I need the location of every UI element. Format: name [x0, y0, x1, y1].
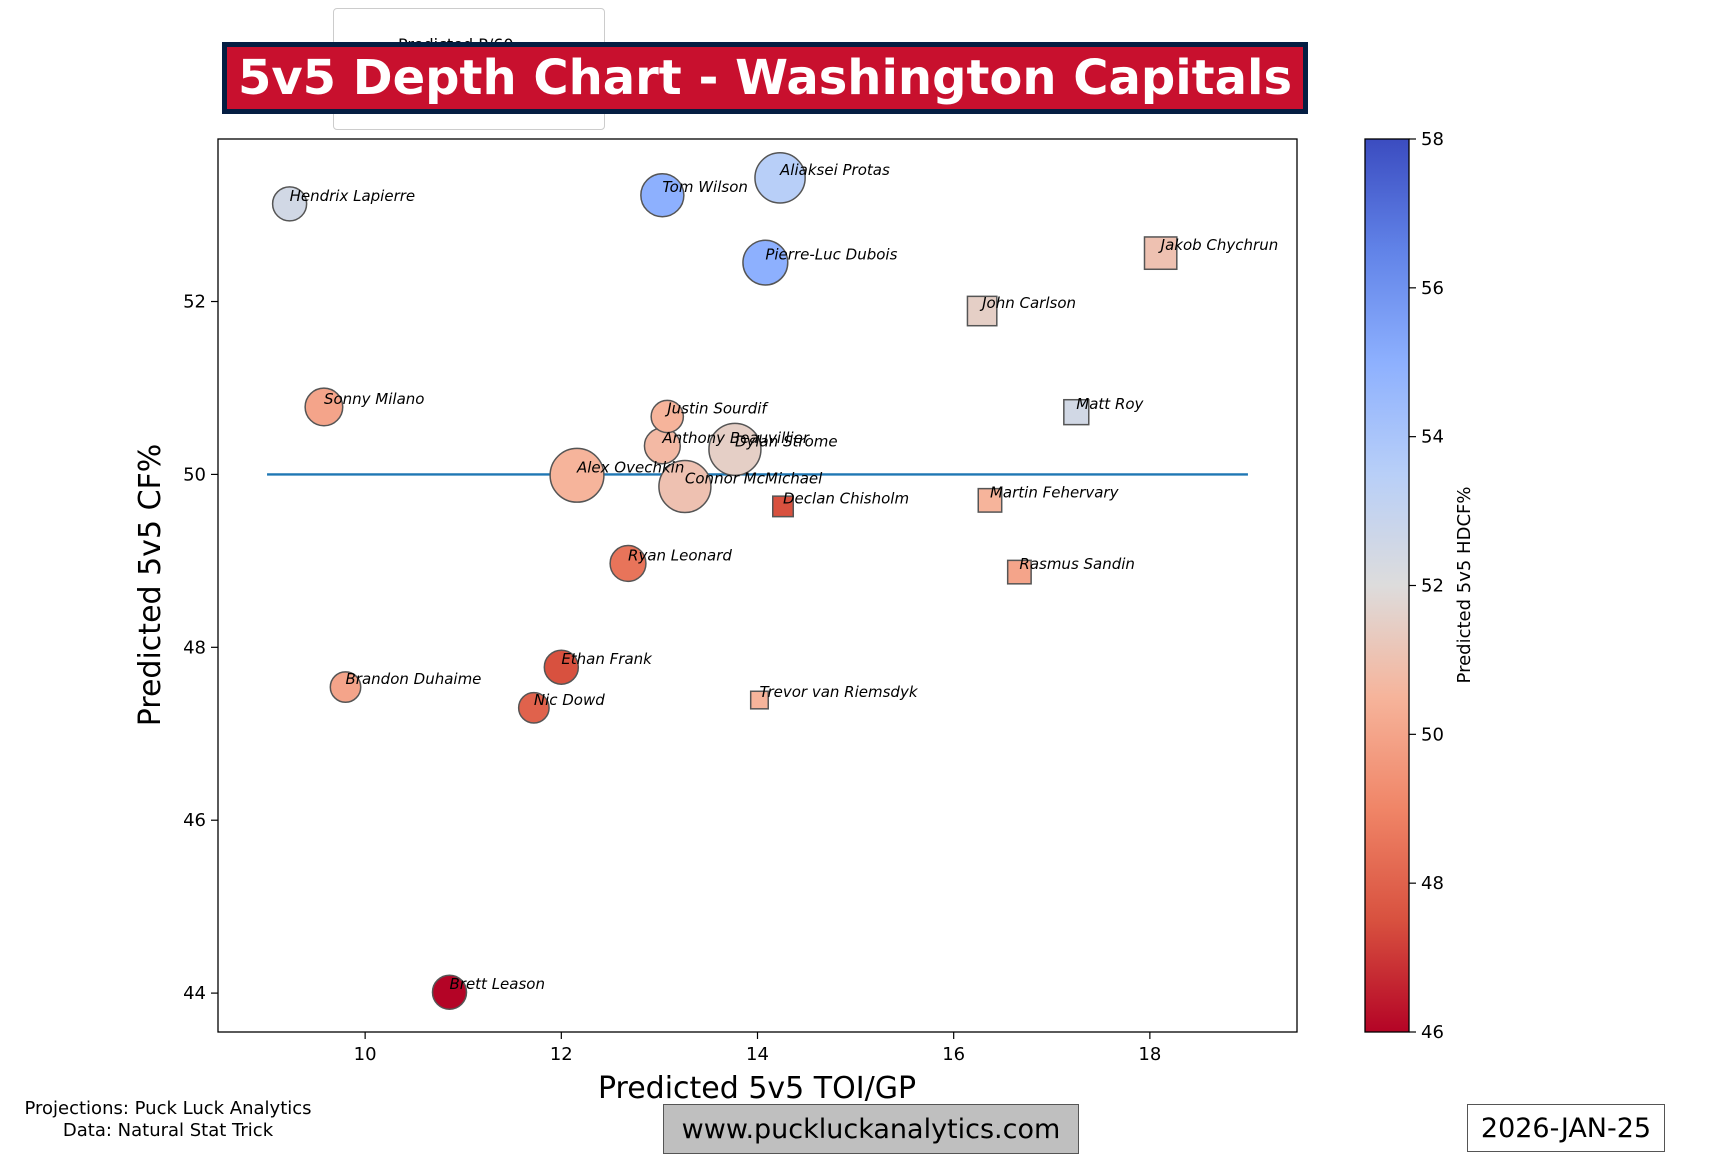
label-tom-wilson: Tom Wilson [662, 178, 748, 196]
y-tick-label: 52 [183, 292, 206, 313]
plot-area [217, 138, 1298, 1033]
y-tick-label: 50 [183, 464, 206, 485]
point-tom-wilson [640, 172, 685, 218]
label-ryan-leonard: Ryan Leonard [628, 546, 732, 564]
chart-title-banner: 5v5 Depth Chart - Washington Capitals [222, 42, 1308, 114]
point-brandon-duhaime [329, 671, 362, 704]
label-hendrix-lapierre: Hendrix Lapierre [290, 187, 416, 205]
point-trevor-van-riemsdyk [749, 690, 769, 710]
x-tick-label: 18 [1138, 1044, 1161, 1065]
label-rasmus-sandin: Rasmus Sandin [1019, 555, 1135, 573]
label-martin-fehervary: Martin Fehervary [990, 483, 1120, 501]
point-dylan-strome [708, 422, 762, 477]
website-url: www.puckluckanalytics.com [663, 1104, 1079, 1154]
label-alex-ovechkin: Alex Ovechkin [576, 458, 684, 476]
chart-title: 5v5 Depth Chart - Washington Capitals [237, 50, 1293, 106]
colorbar-tick-label: 58 [1421, 129, 1444, 150]
colorbar-tick-label: 50 [1421, 724, 1444, 745]
x-tick-label: 16 [942, 1044, 965, 1065]
colorbar-tick-label: 54 [1421, 427, 1444, 448]
label-sonny-milano: Sonny Milano [324, 390, 425, 408]
point-nic-dowd [517, 691, 550, 724]
label-jakob-chychrun: Jakob Chychrun [1158, 236, 1279, 254]
x-axis-label: Predicted 5v5 TOI/GP [598, 1071, 916, 1106]
label-connor-mcmichael: Connor McMichael [685, 470, 823, 488]
point-john-carlson [966, 295, 998, 327]
point-sonny-milano [304, 387, 344, 427]
colorbar [1364, 138, 1410, 1033]
point-ethan-frank [543, 649, 580, 685]
colorbar-tick-label: 46 [1421, 1022, 1444, 1043]
point-brett-leason [431, 974, 468, 1010]
point-jakob-chychrun [1143, 236, 1178, 271]
y-axis-label: Predicted 5v5 CF% [133, 444, 168, 727]
point-matt-roy [1063, 398, 1090, 426]
credits: Projections: Puck Luck Analytics Data: N… [8, 1098, 328, 1142]
credits-data-source: Data: Natural Stat Trick [62, 1120, 274, 1141]
label-brett-leason: Brett Leason [449, 975, 544, 993]
y-tick-label: 46 [183, 810, 206, 831]
label-john-carlson: John Carlson [979, 294, 1076, 312]
label-aliaksei-protas: Aliaksei Protas [779, 161, 890, 179]
label-trevor-van-riemsdyk: Trevor van Riemsdyk [759, 683, 918, 701]
point-martin-fehervary [977, 487, 1003, 513]
colorbar-tick-label: 56 [1421, 278, 1444, 299]
date-stamp: 2026-JAN-25 [1467, 1104, 1665, 1152]
point-connor-mcmichael [658, 459, 712, 514]
label-justin-sourdif: Justin Sourdif [664, 399, 769, 417]
label-matt-roy: Matt Roy [1076, 395, 1144, 413]
credits-projections: Projections: Puck Luck Analytics [24, 1098, 312, 1119]
label-anthony-beauvillier: Anthony Beauvillier [661, 429, 809, 447]
y-tick-label: 48 [183, 637, 206, 658]
label-ethan-frank: Ethan Frank [561, 650, 653, 668]
y-tick-label: 44 [183, 983, 206, 1004]
point-declan-chisholm [772, 495, 795, 518]
label-nic-dowd: Nic Dowd [534, 691, 605, 709]
point-justin-sourdif [650, 399, 685, 434]
label-brandon-duhaime: Brandon Duhaime [346, 670, 482, 688]
x-tick-label: 12 [550, 1044, 573, 1065]
point-ryan-leonard [609, 544, 647, 583]
label-declan-chisholm: Declan Chisholm [783, 489, 909, 507]
x-tick-label: 14 [746, 1044, 769, 1065]
colorbar-tick-label: 48 [1421, 873, 1444, 894]
colorbar-label: Predicted 5v5 HDCF% [1454, 487, 1475, 684]
label-dylan-strome: Dylan Strome [735, 432, 838, 450]
point-alex-ovechkin [549, 447, 605, 503]
point-hendrix-lapierre [271, 186, 308, 222]
x-tick-label: 10 [354, 1044, 377, 1065]
point-aliaksei-protas [754, 152, 806, 204]
point-pierre-luc-dubois [742, 239, 789, 286]
label-pierre-luc-dubois: Pierre-Luc Dubois [765, 246, 897, 264]
colorbar-tick-label: 52 [1421, 576, 1444, 597]
point-rasmus-sandin [1006, 559, 1032, 585]
